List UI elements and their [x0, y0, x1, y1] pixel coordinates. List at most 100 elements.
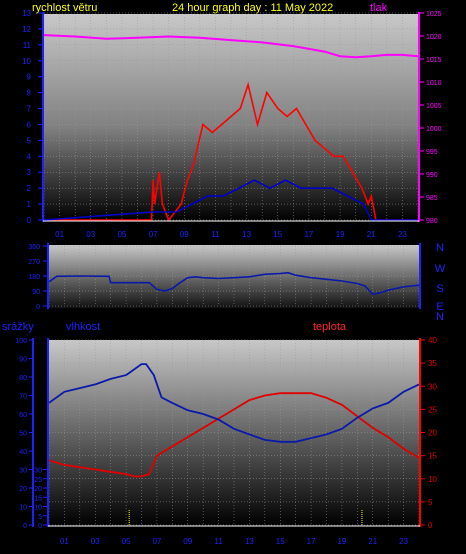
rain-tick-label: 90: [19, 357, 27, 364]
pressure-title: tlak: [370, 2, 388, 14]
temperature-axis: 0 5 10 15 20 25 30 35 40: [420, 336, 437, 530]
lower-hour-labels: 01 03 05 07 09 11 13 15 17 19 21 23: [60, 537, 409, 546]
direction-tick-label: 180: [28, 274, 40, 281]
wind-speed-tick-label: 6: [27, 120, 32, 129]
rain-tick-label: 50: [19, 431, 27, 438]
lower-hour-label: 15: [276, 537, 285, 546]
temperature-series-line: [48, 392, 420, 478]
wind-hour-label: 21: [367, 230, 376, 239]
wind-speed-tick-label: 5: [27, 136, 32, 145]
wind-hour-label: 07: [149, 230, 158, 239]
wind-hour-label: 05: [117, 230, 126, 239]
direction-tick-label: 270: [28, 259, 40, 266]
pressure-tick-label: 1020: [426, 34, 442, 41]
wind-hour-label: 09: [180, 230, 189, 239]
pressure-tick-label: 980: [426, 218, 438, 225]
wind-speed-tick-label: 0: [27, 216, 32, 225]
lower-hour-label: 17: [307, 537, 316, 546]
pressure-tick-label: 1015: [426, 57, 442, 64]
lower-hour-label: 13: [245, 537, 254, 546]
wind-hour-label: 13: [242, 230, 251, 239]
wind-speed-title: rychlost větru: [32, 2, 97, 14]
pressure-tick-label: 990: [426, 172, 438, 179]
temperature-tick-label: 0: [428, 521, 433, 530]
wind-speed-series-line: [43, 179, 418, 221]
wind-speed-tick-label: 11: [23, 41, 32, 50]
compass-label: W: [435, 263, 446, 275]
direction-series: [48, 271, 420, 296]
lower-hour-label: 05: [122, 537, 131, 546]
lower-hour-label: 23: [399, 537, 408, 546]
rain-tick-label: 0: [23, 523, 27, 530]
wind-speed-tick-label: 12: [22, 25, 31, 34]
humidity-tick-label: 25: [34, 477, 42, 484]
lower-hour-label: 03: [91, 537, 100, 546]
temperature-tick-label: 25: [428, 405, 437, 414]
lower-hour-label: 19: [337, 537, 346, 546]
wind-hour-label: 01: [55, 230, 64, 239]
humidity-tick-label: 20: [34, 486, 42, 493]
humidity-tick-label: 0: [38, 523, 42, 530]
wind-speed-tick-label: 7: [27, 105, 32, 114]
pressure-tick-label: 1010: [426, 80, 442, 87]
wind-series: [43, 34, 419, 222]
rain-tick-label: 80: [19, 375, 27, 382]
humidity-tick-label: 10: [34, 505, 42, 512]
temperature-tick-label: 20: [428, 429, 437, 438]
temperature-tick-label: 10: [428, 475, 437, 484]
wind-hour-label: 03: [86, 230, 95, 239]
rain-tick-label: 30: [19, 468, 27, 475]
humidity-tick-label: 15: [34, 495, 42, 502]
lower-hour-label: 09: [183, 537, 192, 546]
lower-hour-label: 11: [214, 537, 223, 546]
wind-hour-label: 17: [304, 230, 313, 239]
wind-speed-tick-label: 1: [27, 200, 32, 209]
lower-hour-label: 07: [152, 537, 161, 546]
gust-series-line: [44, 81, 418, 222]
pressure-tick-label: 1025: [426, 11, 442, 18]
compass-label: S: [436, 283, 443, 295]
direction-tick-label: 360: [28, 244, 40, 251]
lower-series: [48, 363, 420, 525]
humidity-series-line: [48, 363, 420, 443]
compass-label: E: [436, 301, 443, 313]
wind-speed-tick-label: 8: [27, 89, 32, 98]
wind-speed-tick-label: 4: [27, 152, 32, 161]
rain-tick-label: 60: [19, 412, 27, 419]
rain-tick-label: 10: [19, 505, 27, 512]
pressure-tick-label: 1000: [426, 126, 442, 133]
lower-hour-label: 01: [60, 537, 69, 546]
pressure-tick-label: 985: [426, 195, 438, 202]
rain-tick-label: 40: [19, 449, 27, 456]
humidity-tick-label: 30: [34, 468, 42, 475]
temperature-tick-label: 35: [428, 359, 437, 368]
wind-hour-label: 19: [336, 230, 345, 239]
wind-speed-tick-label: 2: [27, 184, 32, 193]
rain-tick-label: 100: [15, 338, 27, 345]
pressure-tick-label: 995: [426, 149, 438, 156]
wind-speed-tick-label: 10: [22, 57, 31, 66]
pressure-series-line: [43, 34, 419, 59]
pressure-axis: 980 985 990 995 1000 1005 1010 1015 1020 1025: [419, 11, 442, 225]
humidity-axis: 0 5 10 15 20 25 30: [34, 468, 48, 530]
lower-hour-label: 21: [368, 537, 377, 546]
direction-tick-label: 0: [36, 304, 40, 311]
direction-tick-label: 90: [32, 289, 40, 296]
wind-hour-label: 11: [211, 230, 220, 239]
graph-title: 24 hour graph day : 11 May 2022: [172, 2, 333, 14]
temperature-title: teplota: [313, 321, 347, 333]
direction-axis: 0 90 180 270 360: [28, 244, 48, 311]
wind-speed-tick-label: 13: [22, 9, 31, 18]
wind-speed-tick-label: 9: [27, 73, 32, 82]
wind-hour-label: 15: [273, 230, 282, 239]
compass-label: N: [436, 311, 444, 323]
wind-hour-label: 23: [398, 230, 407, 239]
humidity-tick-label: 5: [38, 514, 42, 521]
direction-series-line: [48, 271, 420, 296]
rain-tick-label: 70: [19, 394, 27, 401]
